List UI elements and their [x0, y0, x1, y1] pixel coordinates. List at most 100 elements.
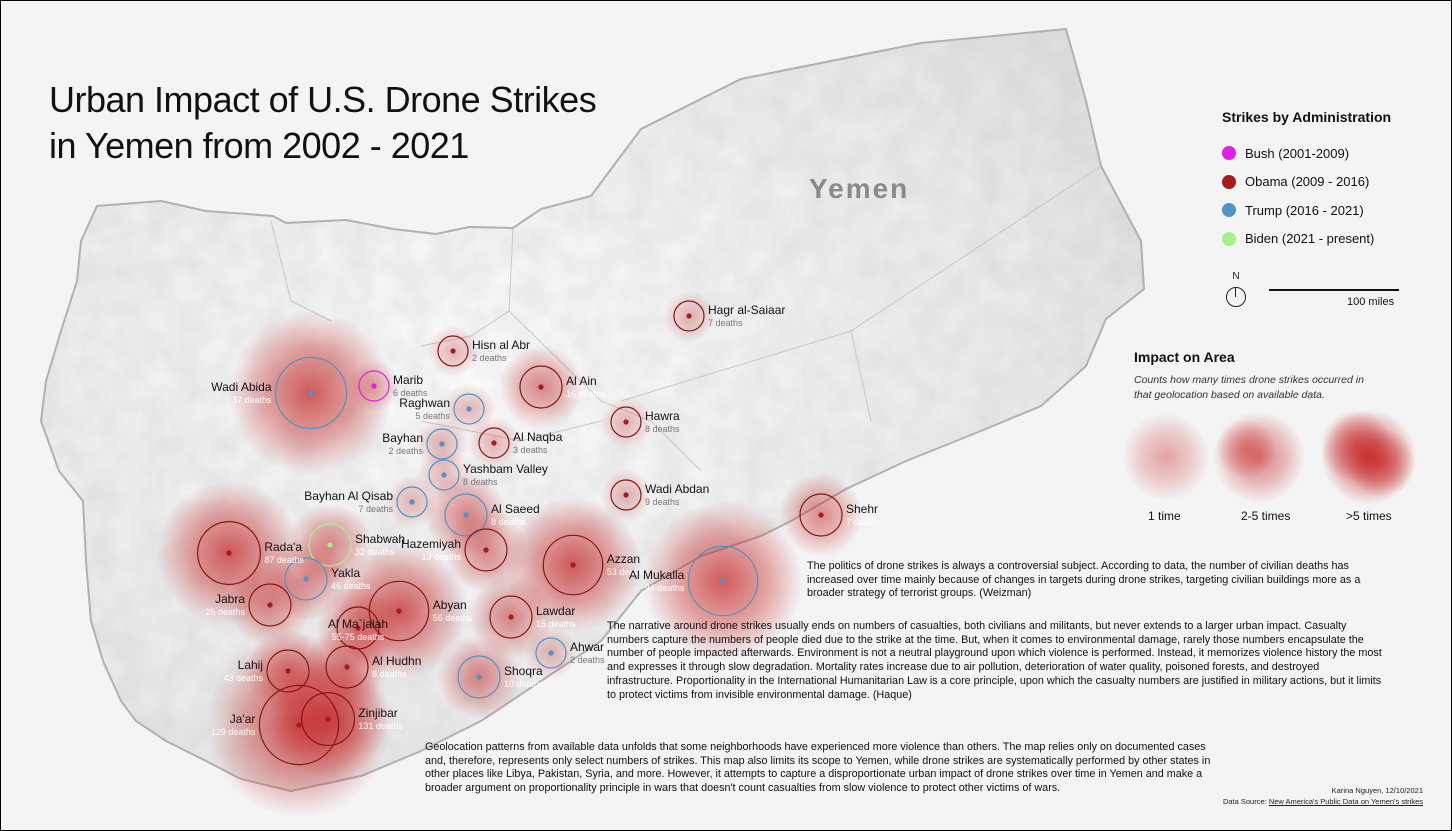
legend-label: Biden (2021 - present)	[1245, 231, 1375, 247]
location-label: Yashbam Valley 8 deaths	[463, 463, 548, 489]
strike-dot[interactable]	[303, 576, 309, 582]
strike-dot[interactable]	[538, 384, 544, 390]
strike-ring[interactable]	[426, 428, 458, 460]
paragraph-text: The politics of drone strikes is always …	[807, 560, 1361, 600]
strike-dot[interactable]	[508, 614, 514, 620]
strike-dot[interactable]	[623, 419, 629, 425]
paragraph-text: The narrative around drone strikes usual…	[607, 620, 1382, 701]
location-label: Al Saeed 8 deaths	[491, 503, 540, 529]
strike-ring[interactable]	[274, 356, 348, 430]
strike-ring[interactable]	[535, 637, 567, 669]
strike-ring[interactable]	[197, 521, 261, 585]
strike-dot[interactable]	[439, 441, 445, 447]
location-name: Bayhan	[382, 431, 423, 445]
location-label: Bayhan Al Qisab 7 deaths	[233, 490, 393, 516]
strike-dot[interactable]	[327, 542, 333, 548]
strike-dot[interactable]	[483, 547, 489, 553]
impact-legend: Impact on Area Counts how many times dro…	[1134, 349, 1434, 403]
location-label: Marib 6 deaths	[393, 374, 428, 400]
location-deaths: 2 deaths	[570, 655, 605, 665]
impact-legend-description: Counts how many times drone strikes occu…	[1134, 374, 1364, 401]
title-line-1: Urban Impact of U.S. Drone Strikes	[49, 79, 597, 120]
strike-ring[interactable]	[308, 523, 352, 567]
strike-dot[interactable]	[548, 650, 554, 656]
paragraph-geolocation: Geolocation patterns from available data…	[425, 741, 1215, 796]
location-name: Azzan	[606, 552, 641, 566]
paragraph-politics: The politics of drone strikes is always …	[807, 560, 1387, 601]
strike-ring[interactable]	[258, 684, 340, 766]
strike-ring[interactable]	[457, 655, 501, 699]
strike-dot[interactable]	[441, 472, 447, 478]
location-name: Al Mukalla	[628, 568, 685, 582]
impact-level-2: 2-5 times	[1241, 509, 1291, 523]
strike-ring[interactable]	[396, 486, 428, 518]
location-name: Yashbam Valley	[463, 462, 548, 476]
strike-dot[interactable]	[371, 383, 377, 389]
strike-dot[interactable]	[325, 716, 331, 722]
strike-ring[interactable]	[301, 691, 356, 746]
strike-ring[interactable]	[687, 545, 759, 617]
strike-dot[interactable]	[818, 512, 824, 518]
strike-ring[interactable]	[610, 479, 642, 511]
legend-swatch	[1222, 231, 1236, 246]
author-credit: Karina Nguyen, 12/10/2021	[1331, 786, 1423, 795]
location-name: Al Ma`jalah	[327, 617, 389, 631]
strike-ring[interactable]	[284, 557, 328, 601]
strike-dot[interactable]	[463, 512, 469, 518]
strike-ring[interactable]	[673, 300, 705, 332]
legend-swatch	[1222, 174, 1236, 189]
strike-ring[interactable]	[453, 393, 485, 425]
strike-dot[interactable]	[686, 313, 692, 319]
location-label: Al Ma`jalah 55-75 deaths	[288, 618, 428, 644]
strike-dot[interactable]	[491, 440, 497, 446]
legend-label: Obama (2009 - 2016)	[1245, 174, 1370, 190]
strike-ring[interactable]	[799, 493, 843, 537]
strike-ring[interactable]	[428, 459, 460, 491]
strike-dot[interactable]	[355, 625, 361, 631]
location-deaths: 5 deaths	[415, 411, 450, 421]
strike-ring[interactable]	[248, 583, 292, 627]
strike-dot[interactable]	[396, 608, 402, 614]
strike-dot[interactable]	[476, 674, 482, 680]
location-deaths: 15 deaths	[536, 619, 576, 629]
location-label: Ahwar 2 deaths	[570, 641, 605, 667]
strike-dot[interactable]	[285, 668, 291, 674]
strike-dot[interactable]	[720, 578, 726, 584]
data-source-link[interactable]: New America's Public Data on Yemen's str…	[1268, 797, 1423, 806]
location-deaths: 37 deaths	[231, 395, 272, 405]
strike-ring[interactable]	[437, 335, 469, 367]
strike-ring[interactable]	[478, 427, 510, 459]
location-deaths: 10 deaths	[504, 679, 544, 689]
strike-ring[interactable]	[358, 370, 390, 402]
strike-dot[interactable]	[344, 664, 350, 670]
strike-dot[interactable]	[296, 722, 302, 728]
strike-ring[interactable]	[610, 406, 642, 438]
location-label: Abyan 56 deaths	[433, 599, 473, 625]
strike-dot[interactable]	[409, 499, 415, 505]
strike-dot[interactable]	[570, 562, 576, 568]
strike-ring[interactable]	[542, 534, 604, 596]
location-name: Al Naqba	[513, 430, 563, 444]
strike-dot[interactable]	[226, 550, 232, 556]
location-name: Lawdar	[536, 604, 576, 618]
location-deaths: 6 deaths	[393, 388, 428, 398]
location-name: Bayhan Al Qisab	[304, 489, 393, 503]
strike-ring[interactable]	[464, 528, 508, 572]
strike-dot[interactable]	[450, 348, 456, 354]
strike-ring[interactable]	[489, 595, 533, 639]
strike-ring[interactable]	[325, 645, 369, 689]
location-deaths: 9 deaths	[645, 497, 680, 507]
strike-ring[interactable]	[266, 649, 310, 693]
strike-dot[interactable]	[623, 492, 629, 498]
strike-ring[interactable]	[368, 580, 430, 642]
strike-dot[interactable]	[466, 406, 472, 412]
impact-level-1: 1 time	[1148, 509, 1181, 523]
location-label: Al Hudhn 8 deaths	[372, 655, 421, 681]
strike-dot[interactable]	[267, 602, 273, 608]
legend-swatch	[1222, 203, 1236, 218]
strike-ring[interactable]	[444, 493, 488, 537]
strike-dot[interactable]	[308, 390, 314, 396]
strike-ring[interactable]	[519, 365, 563, 409]
location-name: Hisn al Abr	[472, 338, 531, 352]
